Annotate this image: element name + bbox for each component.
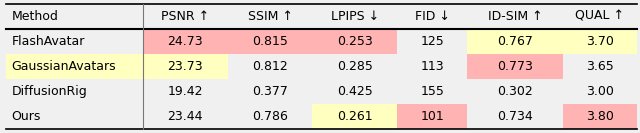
Text: 0.773: 0.773 xyxy=(497,60,533,73)
Text: PSNR ↑: PSNR ↑ xyxy=(161,10,209,23)
Text: 0.815: 0.815 xyxy=(252,35,288,48)
Text: ID-SIM ↑: ID-SIM ↑ xyxy=(488,10,543,23)
Bar xyxy=(563,29,637,54)
Bar xyxy=(228,29,312,54)
Text: FID ↓: FID ↓ xyxy=(415,10,450,23)
Text: 0.261: 0.261 xyxy=(337,110,372,123)
Text: GaussianAvatars: GaussianAvatars xyxy=(12,60,116,73)
Text: 0.285: 0.285 xyxy=(337,60,372,73)
Bar xyxy=(143,54,228,79)
Text: 23.44: 23.44 xyxy=(168,110,203,123)
Text: 3.65: 3.65 xyxy=(586,60,614,73)
Bar xyxy=(467,54,563,79)
Bar xyxy=(6,54,143,79)
Text: DiffusionRig: DiffusionRig xyxy=(12,85,87,98)
Text: Ours: Ours xyxy=(12,110,41,123)
Text: 19.42: 19.42 xyxy=(168,85,203,98)
Text: 0.786: 0.786 xyxy=(252,110,288,123)
Bar xyxy=(143,29,228,54)
Text: 0.253: 0.253 xyxy=(337,35,372,48)
Text: SSIM ↑: SSIM ↑ xyxy=(248,10,292,23)
Text: LPIPS ↓: LPIPS ↓ xyxy=(331,10,379,23)
Text: QUAL ↑: QUAL ↑ xyxy=(575,10,625,23)
Text: Method: Method xyxy=(12,10,58,23)
Text: 0.377: 0.377 xyxy=(252,85,288,98)
Text: 3.00: 3.00 xyxy=(586,85,614,98)
Text: 0.302: 0.302 xyxy=(497,85,533,98)
Text: 113: 113 xyxy=(420,60,444,73)
Text: 3.70: 3.70 xyxy=(586,35,614,48)
Text: 3.80: 3.80 xyxy=(586,110,614,123)
Bar xyxy=(397,104,467,129)
Text: 125: 125 xyxy=(420,35,444,48)
Bar xyxy=(312,104,397,129)
Text: 24.73: 24.73 xyxy=(168,35,203,48)
Text: 101: 101 xyxy=(420,110,444,123)
Text: FlashAvatar: FlashAvatar xyxy=(12,35,85,48)
Text: 155: 155 xyxy=(420,85,444,98)
Text: 23.73: 23.73 xyxy=(168,60,203,73)
Text: 0.767: 0.767 xyxy=(497,35,533,48)
Bar xyxy=(312,29,397,54)
Bar xyxy=(467,29,563,54)
Text: 0.425: 0.425 xyxy=(337,85,372,98)
Text: 0.812: 0.812 xyxy=(252,60,288,73)
Bar xyxy=(563,104,637,129)
Text: 0.734: 0.734 xyxy=(497,110,533,123)
